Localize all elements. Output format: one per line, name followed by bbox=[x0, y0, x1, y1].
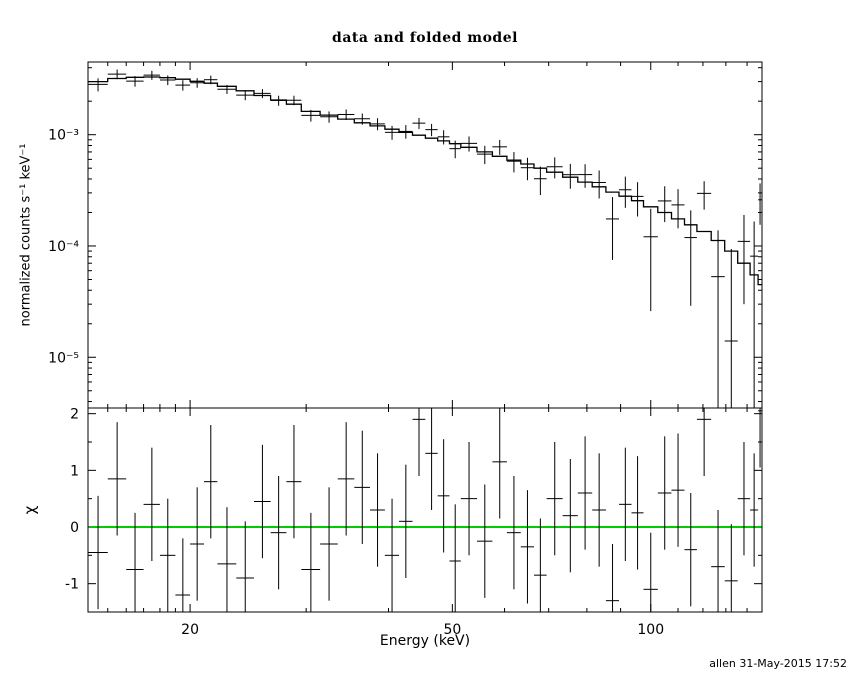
tick-label: -1 bbox=[65, 577, 79, 593]
data-points bbox=[88, 69, 762, 408]
tick-label: 10⁻³ bbox=[48, 128, 79, 144]
tick-label: 10⁻⁵ bbox=[48, 350, 79, 366]
axis-ticks bbox=[88, 62, 762, 612]
tick-label: 20 bbox=[181, 622, 199, 638]
tick-label: 50 bbox=[443, 622, 461, 638]
credit-text: allen 31-May-2015 17:52 bbox=[709, 657, 847, 670]
plot-frames bbox=[87, 61, 763, 613]
page-title: data and folded model bbox=[332, 30, 518, 46]
tick-label: 100 bbox=[637, 622, 664, 638]
model-histogram bbox=[88, 76, 762, 286]
tick-label: 2 bbox=[70, 407, 79, 423]
tick-label: 1 bbox=[70, 463, 79, 479]
tick-labels: 20 50 100 10⁻⁵ 10⁻⁴ 10⁻³ -1 0 1 2 bbox=[48, 128, 664, 638]
model-line bbox=[88, 76, 762, 286]
tick-label: 10⁻⁴ bbox=[48, 239, 79, 255]
tick-label: 0 bbox=[70, 520, 79, 536]
y-axis-label-main: normalized counts s⁻¹ keV⁻¹ bbox=[18, 143, 34, 327]
residual-points bbox=[88, 408, 762, 612]
y-axis-label-residuals: χ bbox=[21, 505, 39, 515]
x-axis-label: Energy (keV) bbox=[379, 633, 471, 649]
